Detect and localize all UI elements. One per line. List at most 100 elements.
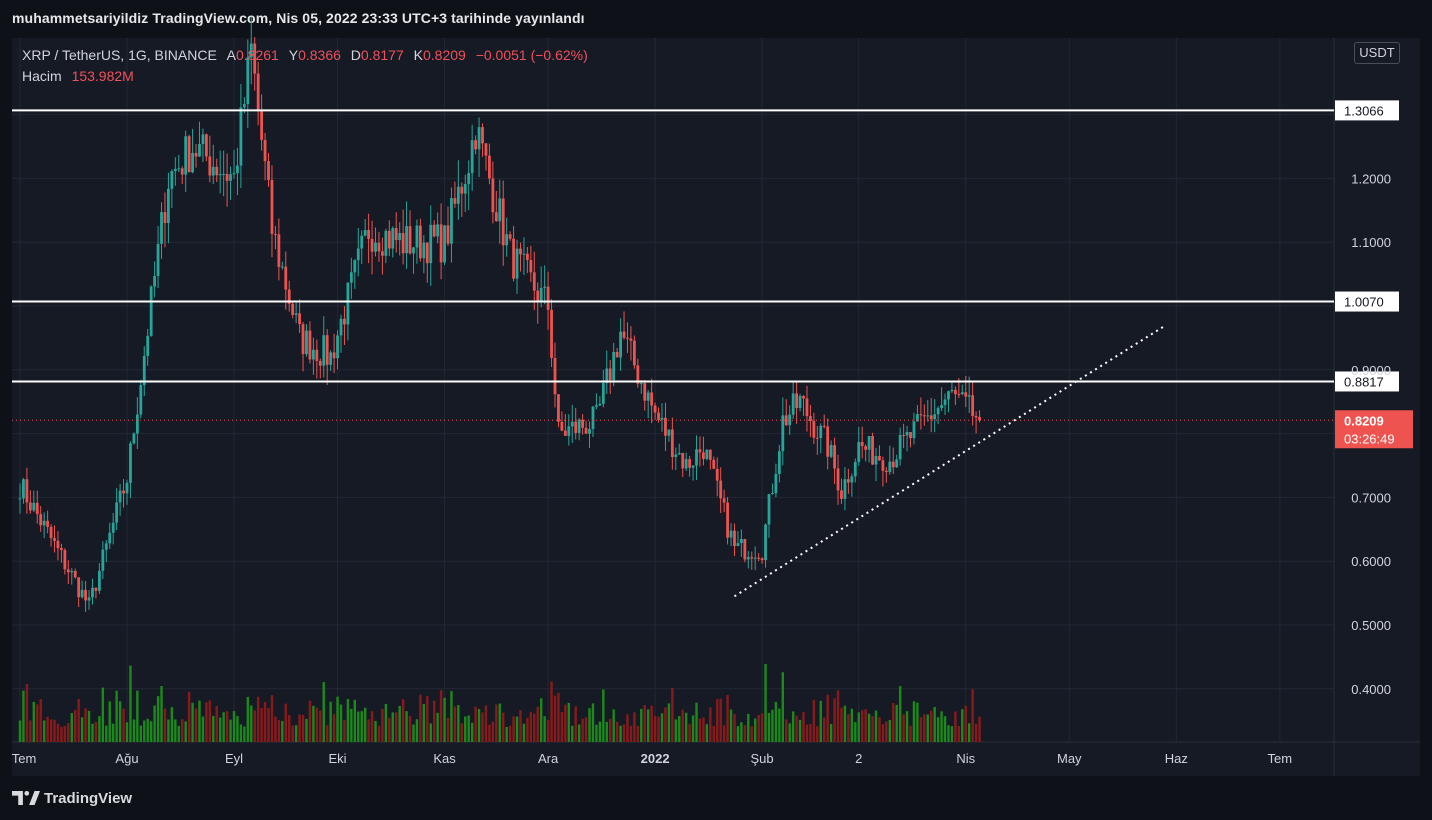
- candle-body: [605, 368, 609, 384]
- candle-body: [857, 441, 861, 462]
- candle-body: [957, 394, 961, 396]
- currency-unit-button[interactable]: USDT: [1354, 42, 1400, 64]
- volume-bar: [429, 723, 432, 742]
- candle-body: [715, 468, 719, 481]
- candle-body: [80, 589, 84, 598]
- volume-bar: [695, 702, 698, 742]
- volume-bar: [377, 725, 381, 742]
- symbol-label[interactable]: XRP / TetherUS, 1G, BINANCE: [22, 47, 217, 63]
- volume-bar: [602, 689, 605, 742]
- candle-body: [802, 396, 805, 399]
- x-tick-label: Ağu: [115, 751, 138, 766]
- volume-bar: [971, 688, 974, 742]
- volume-bar: [381, 708, 384, 742]
- candle-body: [539, 287, 543, 302]
- candle-body: [643, 383, 647, 401]
- volume-bar: [574, 706, 577, 742]
- candle-body: [843, 479, 847, 499]
- volume-bar: [633, 712, 636, 742]
- candle-body: [329, 352, 333, 365]
- volume-bar: [388, 717, 391, 742]
- volume-bar: [595, 724, 598, 742]
- candle-body: [318, 360, 322, 366]
- candle-body: [184, 136, 188, 175]
- volume-bar: [805, 724, 809, 742]
- volume-bar: [609, 718, 612, 742]
- candle-body: [736, 543, 740, 547]
- candle-body: [974, 415, 978, 418]
- candle-body: [53, 538, 56, 541]
- candle-body: [657, 412, 660, 420]
- candle-body: [35, 502, 39, 515]
- volume-bar: [205, 702, 208, 742]
- volume-bar: [930, 710, 933, 742]
- volume-bar: [933, 706, 936, 742]
- volume-bar: [198, 700, 201, 742]
- candle-body: [681, 452, 685, 469]
- chart-panel[interactable]: [12, 38, 1420, 776]
- candle-body: [63, 550, 67, 570]
- candle-body: [87, 597, 91, 601]
- level-price-label-1: 1.3066: [1344, 103, 1384, 118]
- candle-body: [708, 449, 712, 460]
- ascending-trendline[interactable]: [733, 324, 1167, 598]
- volume-bar: [481, 712, 484, 742]
- volume-bar: [250, 705, 253, 742]
- tradingview-footer[interactable]: TradingView: [12, 789, 132, 807]
- candle-body: [853, 461, 857, 477]
- volume-bar: [332, 714, 336, 742]
- volume-bar: [584, 717, 588, 742]
- volume-bar: [974, 724, 978, 742]
- candle-body: [784, 415, 788, 426]
- volume-bar: [426, 696, 429, 742]
- candle-body: [125, 482, 129, 494]
- candle-body: [291, 303, 295, 315]
- last-price-label: 0.8209: [1344, 413, 1384, 428]
- volume-bar: [874, 710, 878, 742]
- volume-bar: [367, 719, 370, 742]
- candle-body: [612, 351, 616, 381]
- volume-bar: [622, 724, 626, 742]
- candle-body: [246, 57, 250, 104]
- volume-bar: [208, 700, 212, 742]
- volume-bar: [764, 664, 767, 742]
- volume-bar: [581, 718, 584, 742]
- volume-bar: [774, 701, 778, 742]
- volume-bar: [816, 726, 819, 742]
- y-tick-label: 0.9000: [1351, 363, 1391, 378]
- x-tick-label: Kas: [433, 751, 456, 766]
- volume-bar: [146, 718, 149, 742]
- volume-bar: [243, 726, 246, 742]
- candle-body: [446, 225, 450, 244]
- candle-body: [653, 405, 657, 413]
- volume-bar: [515, 716, 519, 742]
- x-tick-label: 2022: [641, 751, 670, 766]
- volume-bar: [201, 716, 205, 742]
- candle-body: [488, 155, 491, 179]
- close-label: K: [413, 47, 423, 63]
- volume-bar: [49, 719, 53, 742]
- volume-bar: [798, 719, 802, 742]
- volume-label[interactable]: Hacim: [22, 68, 62, 84]
- candle-body: [412, 247, 415, 254]
- volume-bar: [660, 713, 664, 742]
- candle-body: [960, 392, 964, 395]
- candle-body: [97, 570, 101, 591]
- volume-bar: [350, 708, 353, 742]
- volume-bar: [533, 713, 536, 742]
- volume-bar: [791, 711, 795, 742]
- volume-bar: [101, 687, 105, 742]
- candle-body: [22, 479, 25, 499]
- volume-bar: [288, 715, 291, 742]
- volume-bar: [588, 708, 591, 742]
- volume-bar: [253, 710, 256, 742]
- x-tick-label: Eyl: [225, 751, 243, 766]
- volume-bar: [950, 726, 954, 742]
- candle-body: [242, 103, 246, 108]
- candle-body: [733, 530, 736, 547]
- volume-bar: [598, 721, 602, 742]
- volume-bar: [954, 711, 957, 742]
- volume-bar: [212, 715, 215, 742]
- volume-bar: [947, 725, 950, 742]
